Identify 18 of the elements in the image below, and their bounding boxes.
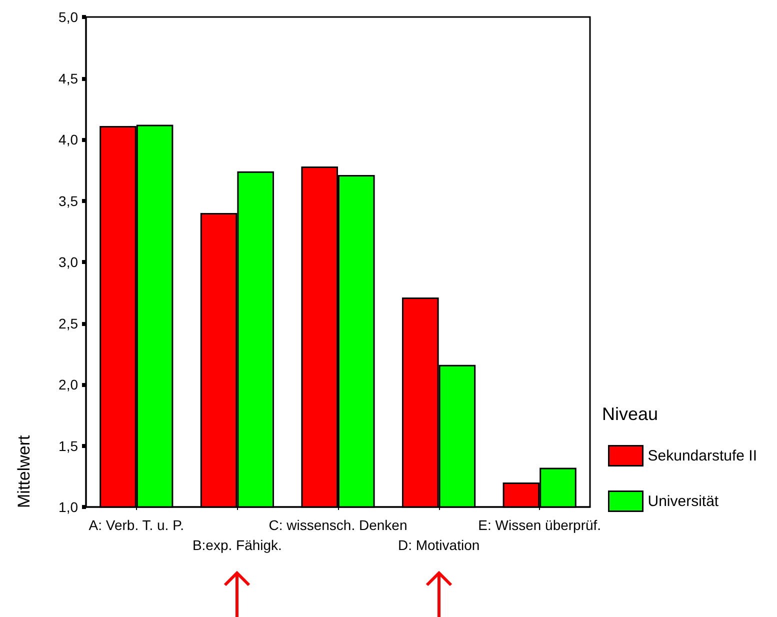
legend-title: Niveau [602, 404, 658, 424]
y-tick-label: 2,5 [58, 315, 78, 332]
x-tick-label: D: Motivation [398, 537, 480, 553]
x-tick-label: E: Wissen überprüf. [478, 517, 602, 533]
y-tick-label: 5,0 [58, 9, 78, 25]
y-tick-label: 1,5 [58, 438, 78, 454]
y-tick-label: 4,0 [58, 132, 78, 148]
legend-label: Universität [648, 492, 720, 510]
y-axis-title: Mittelwert [14, 434, 34, 508]
x-tick-label: C: wissensch. Denken [268, 517, 408, 533]
y-tick-label: 2,0 [58, 376, 78, 392]
x-tick-label: B:exp. Fähigk. [192, 537, 282, 553]
y-tick-label: 3,5 [58, 192, 78, 209]
y-tick-label: 3,0 [58, 254, 78, 270]
y-tick-label: 1,0 [58, 499, 78, 515]
legend-label: Sekundarstufe II [648, 447, 757, 464]
y-tick-label: 4,5 [58, 70, 78, 86]
x-tick-label: A: Verb. T. u. P. [88, 517, 184, 533]
